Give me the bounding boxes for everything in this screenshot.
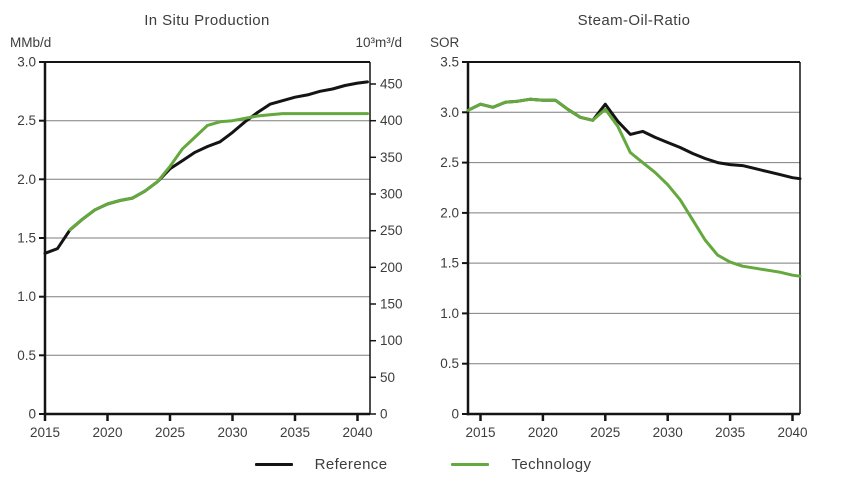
in-situ-production-chart: In Situ Production MMb/d 10³m³/d 3.0 2.5 2… (10, 12, 403, 441)
y-axis-tick-label: 1.0 (440, 306, 459, 321)
x-axis-tick-label: 2030 (217, 425, 247, 440)
right-axis-tick-label: 150 (380, 297, 403, 312)
y-axis-tick-label: 2.0 (440, 205, 459, 220)
y-axis-tick-label: 0 (451, 407, 459, 422)
right-axis-tick-label: 300 (380, 187, 403, 202)
y-axis-tick-label: 0.5 (440, 356, 459, 371)
y-axis-tick-label: 3.0 (17, 55, 36, 70)
steam-oil-ratio-chart: Steam-Oil-Ratio SOR 3.5 3.0 2.5 2.0 1.5 1.0 0.… (430, 12, 808, 441)
right-axis-tick-label: 0 (380, 407, 388, 422)
plot-area: 3.0 2.5 2.0 1.5 1.0 0.5 0 450 400 350 300 250 200 150… (17, 55, 402, 441)
x-axis-tick-label: 2040 (342, 425, 372, 440)
chart-title: Steam-Oil-Ratio (578, 12, 691, 29)
x-axis-tick-label: 2035 (715, 425, 745, 440)
y-axis-tick-label: 1.5 (440, 256, 459, 271)
x-axis-tick-label: 2030 (653, 425, 683, 440)
reference-line-swatch (254, 462, 293, 466)
series-reference-line (43, 80, 369, 255)
y-axis-tick-label: 0.5 (17, 348, 36, 363)
legend-item-reference: Reference (254, 455, 388, 473)
y-axis-tick-label: 2.5 (440, 155, 459, 170)
legend-item-technology: Technology (451, 456, 591, 473)
x-axis-tick-label: 2020 (528, 425, 558, 440)
x-axis-tick-label: 2035 (280, 425, 310, 440)
right-axis-unit-label: 10³m³/d (355, 35, 402, 50)
x-axis-tick-label: 2015 (30, 425, 60, 440)
plot-area: 3.5 3.0 2.5 2.0 1.5 1.0 0.5 0 2015 2020 2025 2030 20… (440, 55, 807, 441)
x-axis-tick-label: 2025 (590, 425, 620, 440)
y-axis-tick-label: 1.0 (17, 289, 36, 304)
left-axis-unit-label: MMb/d (10, 35, 51, 50)
y-axis-tick-label: 2.0 (17, 172, 36, 187)
right-axis-tick-label: 400 (380, 113, 403, 128)
y-axis-tick-label: 0 (28, 407, 36, 422)
right-axis-tick-label: 250 (380, 223, 403, 238)
series-technology-line (68, 112, 369, 232)
series-reference-line (466, 97, 802, 181)
legend-label-reference: Reference (314, 455, 388, 473)
x-axis-tick-label: 2025 (155, 425, 185, 440)
y-axis-tick-label: 1.5 (17, 231, 36, 246)
right-axis-tick-label: 200 (380, 260, 403, 275)
right-axis-tick-label: 100 (380, 333, 403, 348)
x-axis-tick-label: 2020 (92, 425, 122, 440)
sor-axis-unit-label: SOR (430, 35, 460, 50)
legend: Reference Technology (0, 448, 846, 480)
chart-title: In Situ Production (144, 12, 270, 29)
x-axis-tick-label: 2040 (777, 425, 807, 440)
legend-label-technology: Technology (511, 455, 592, 473)
y-axis-tick-label: 2.5 (17, 113, 36, 128)
right-axis-tick-label: 50 (380, 370, 395, 385)
y-axis-tick-label: 3.0 (440, 105, 459, 120)
right-axis-tick-label: 350 (380, 150, 403, 165)
technology-line-swatch (451, 462, 490, 466)
right-axis-tick-label: 450 (380, 77, 403, 92)
y-axis-tick-label: 3.5 (440, 55, 459, 70)
x-axis-tick-label: 2015 (465, 425, 495, 440)
series-technology-line (466, 97, 802, 278)
